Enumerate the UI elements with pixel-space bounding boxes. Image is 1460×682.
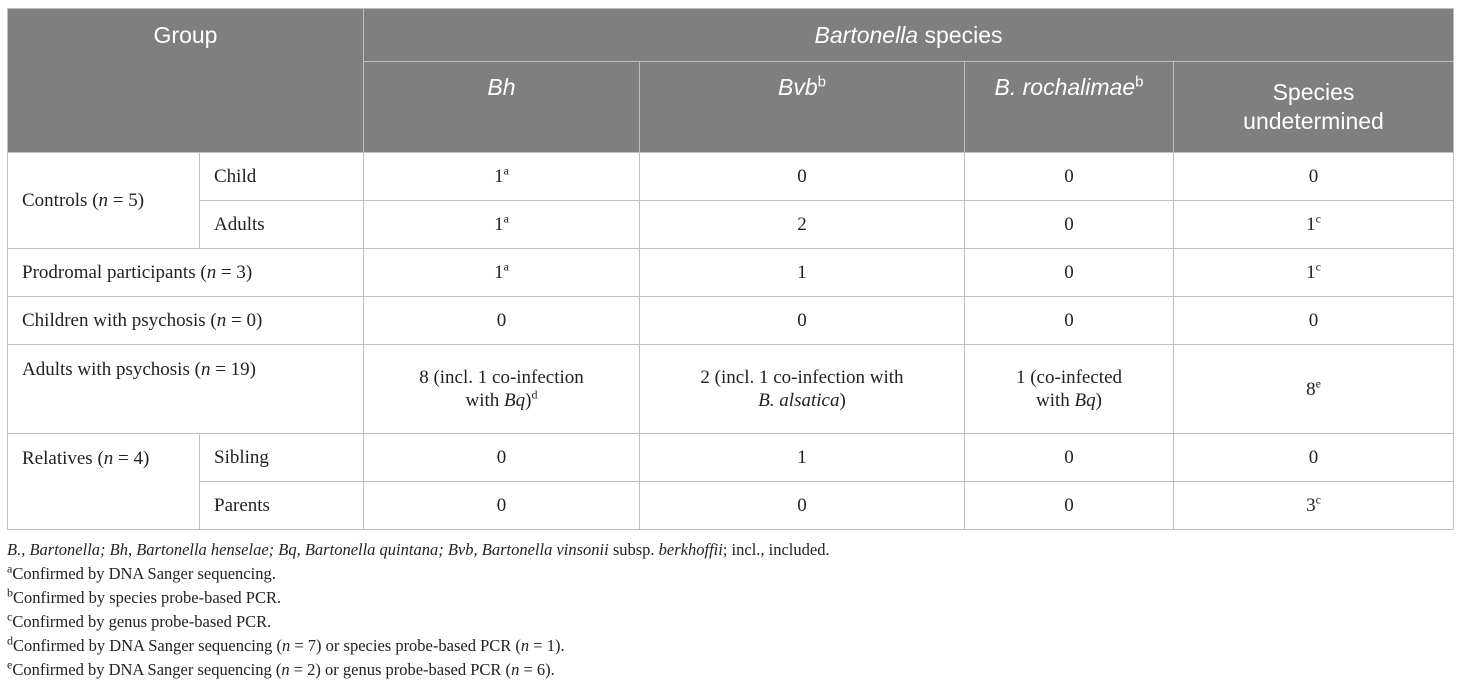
cell-b-rochalimae: 0 [964, 481, 1174, 530]
header-b-rochalimae: B. rochalimaeb [964, 61, 1174, 153]
results-table-container: Group Bartonella species Bh Bvbb B. roch… [7, 8, 1455, 682]
row-sublabel-child: Child [199, 152, 364, 201]
table-footnotes: B., Bartonella; Bh, Bartonella henselae;… [7, 538, 1453, 682]
footnote-b: bConfirmed by species probe-based PCR. [7, 585, 282, 608]
row-label-prodromal: Prodromal participants (n = 3) [7, 248, 364, 297]
cell-bvb: 1 [639, 248, 965, 297]
cell-bvb: 0 [639, 296, 965, 345]
cell-bh: 0 [363, 296, 640, 345]
cell-undetermined: 0 [1172, 152, 1455, 201]
bartonella-species-table: Group Bartonella species Bh Bvbb B. roch… [7, 8, 1455, 530]
header-species-undetermined: Species undetermined [1172, 61, 1455, 153]
table-row: Controls (n = 5) Child 1a 0 0 0 [7, 152, 1455, 249]
cell-undetermined: 0 [1172, 296, 1455, 345]
row-sublabel-sibling: Sibling [199, 433, 364, 482]
cell-undetermined: 1c [1172, 200, 1455, 249]
table-row: Children with psychosis (n = 0) 0 0 0 0 [7, 296, 1455, 345]
table-row: Relatives (n = 4) Sibling 0 1 0 0 [7, 433, 1455, 530]
cell-bvb: 2 [639, 200, 965, 249]
header-bh: Bh [363, 61, 640, 153]
cell-bh: 1a [363, 200, 640, 249]
header-group: Group [7, 8, 364, 153]
cell-b-rochalimae: 0 [964, 200, 1174, 249]
cell-bvb: 1 [639, 433, 965, 482]
row-sublabel-parents: Parents [199, 481, 364, 530]
cell-bvb: 0 [639, 152, 965, 201]
cell-bvb: 0 [639, 481, 965, 530]
cell-undetermined: 8e [1172, 344, 1455, 434]
cell-undetermined: 1c [1172, 248, 1455, 297]
cell-bvb: 2 (incl. 1 co-infection with B. alsatica) [639, 344, 965, 434]
cell-bh: 0 [363, 481, 640, 530]
row-label-adults-psychosis: Adults with psychosis (n = 19) [7, 344, 364, 434]
table-row: Prodromal participants (n = 3) 1a 1 0 1c [7, 248, 1455, 297]
row-label-children-psychosis: Children with psychosis (n = 0) [7, 296, 364, 345]
row-sublabel-adults: Adults [199, 200, 364, 249]
cell-bh: 0 [363, 433, 640, 482]
footnote-d: dConfirmed by DNA Sanger sequencing (n =… [7, 633, 565, 656]
cell-b-rochalimae: 0 [964, 152, 1174, 201]
row-label-relatives: Relatives (n = 4) [7, 433, 200, 530]
cell-bh: 1a [363, 248, 640, 297]
footnote-c: cConfirmed by genus probe-based PCR. [7, 609, 272, 632]
cell-b-rochalimae: 0 [964, 433, 1174, 482]
header-species: Bartonella species [362, 8, 1455, 62]
footnote-a: aConfirmed by DNA Sanger sequencing. [7, 561, 276, 584]
header-bvb: Bvbb [639, 61, 965, 153]
table-row: Adults 1a 2 0 1c [8, 200, 1455, 249]
cell-b-rochalimae: 0 [964, 248, 1174, 297]
cell-bh: 8 (incl. 1 co-infection with Bq)d [363, 344, 640, 434]
cell-bh: 1a [363, 152, 640, 201]
cell-b-rochalimae: 1 (co-infected with Bq) [964, 344, 1174, 434]
cell-undetermined: 0 [1172, 433, 1455, 482]
footnote-abbreviations: B., Bartonella; Bh, Bartonella henselae;… [7, 540, 830, 559]
table-row: Parents 0 0 0 3c [8, 481, 1455, 530]
table-row: Adults with psychosis (n = 19) 8 (incl. … [7, 344, 1455, 434]
cell-undetermined: 3c [1172, 481, 1455, 530]
cell-b-rochalimae: 0 [964, 296, 1174, 345]
row-label-controls: Controls (n = 5) [7, 152, 200, 249]
footnote-e: eConfirmed by DNA Sanger sequencing (n =… [7, 657, 555, 680]
